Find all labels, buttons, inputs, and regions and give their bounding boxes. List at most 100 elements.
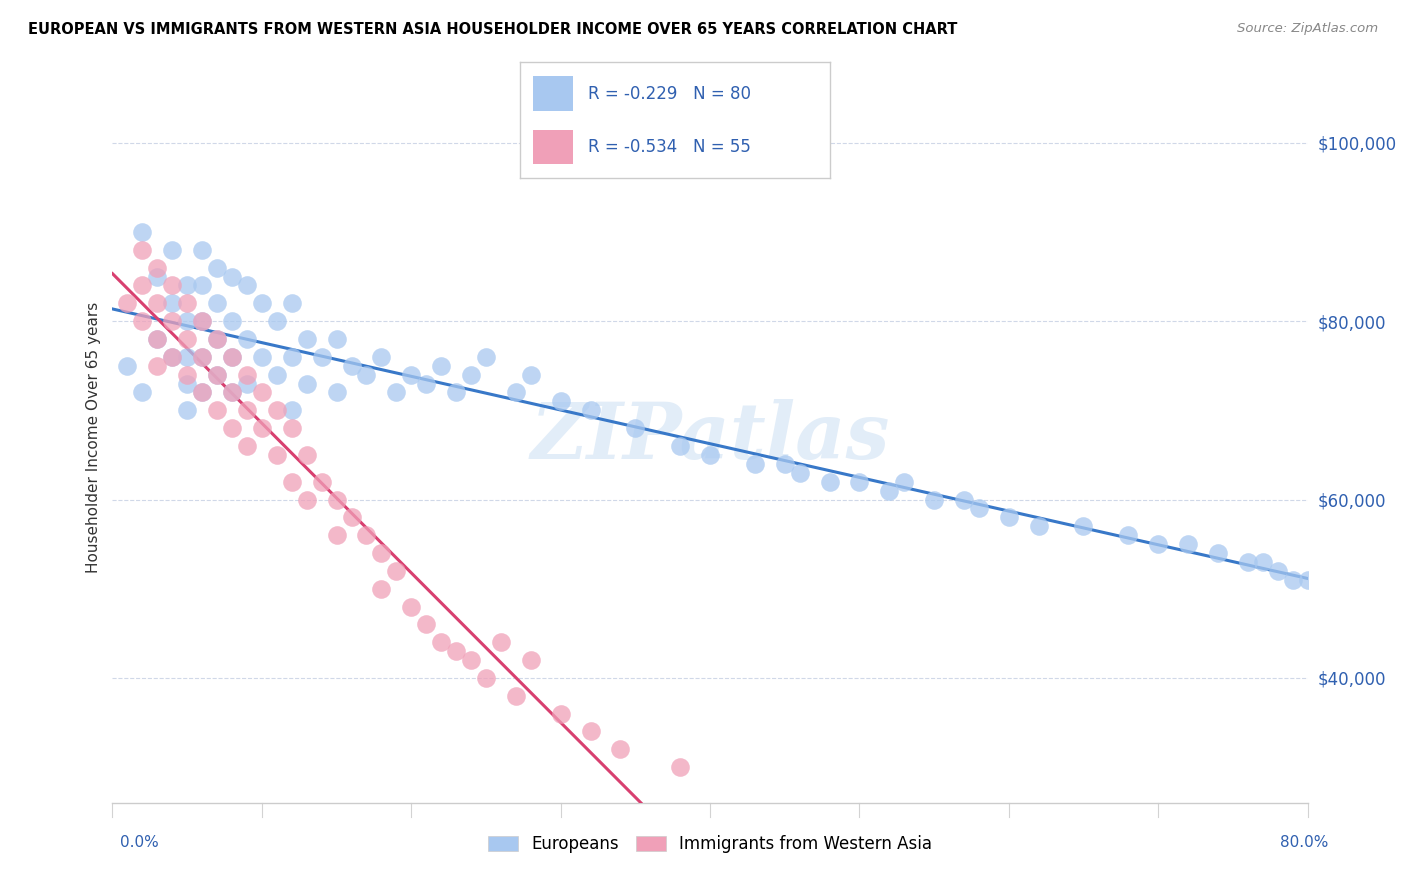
Point [789,466,811,480]
Point [998,510,1021,524]
Point [221,421,243,435]
Text: R = -0.229   N = 80: R = -0.229 N = 80 [588,85,751,103]
Point [236,439,259,453]
Point [1177,537,1199,551]
Point [1206,546,1229,560]
Point [295,332,318,346]
Point [430,635,453,649]
Point [221,314,243,328]
Point [893,475,915,489]
Point [1267,564,1289,578]
Point [669,760,692,774]
Point [176,314,198,328]
Point [236,368,259,382]
Point [191,385,214,400]
Point [444,385,467,400]
Point [191,350,214,364]
Point [444,644,467,658]
Point [385,385,408,400]
Point [250,385,273,400]
Point [401,368,423,382]
Point [669,439,692,453]
Point [236,278,259,293]
Legend: Europeans, Immigrants from Western Asia: Europeans, Immigrants from Western Asia [488,835,932,853]
Point [236,376,259,391]
Point [773,457,796,471]
Point [176,350,198,364]
Point [281,350,304,364]
Point [460,368,482,382]
Point [489,635,512,649]
Point [266,448,288,462]
Point [205,332,228,346]
Point [325,492,347,507]
Point [1251,555,1274,569]
Point [191,314,214,328]
Point [117,296,139,310]
Point [401,599,423,614]
Point [1073,519,1095,533]
Point [162,243,183,257]
Point [520,653,543,667]
Point [162,350,183,364]
Point [146,332,169,346]
Point [505,385,527,400]
Point [191,385,214,400]
Point [415,376,437,391]
Point [176,332,198,346]
Point [236,332,259,346]
Point [475,350,498,364]
Point [295,492,318,507]
Point [550,706,572,721]
Point [460,653,482,667]
Point [250,350,273,364]
Point [281,475,304,489]
Point [162,314,183,328]
Point [385,564,408,578]
Point [744,457,766,471]
Point [818,475,841,489]
Point [967,501,990,516]
Point [848,475,870,489]
Point [624,421,647,435]
Point [1147,537,1170,551]
Point [340,510,363,524]
Point [236,403,259,417]
Point [131,278,153,293]
Point [146,269,169,284]
Point [131,385,153,400]
Point [325,332,347,346]
Point [505,689,527,703]
Text: R = -0.534   N = 55: R = -0.534 N = 55 [588,138,751,156]
Point [146,359,169,373]
Point [311,350,333,364]
Text: 0.0%: 0.0% [120,836,159,850]
Point [340,359,363,373]
Point [191,350,214,364]
Point [550,394,572,409]
Point [191,314,214,328]
Point [205,332,228,346]
Text: Source: ZipAtlas.com: Source: ZipAtlas.com [1237,22,1378,36]
Bar [533,129,572,164]
Point [579,403,602,417]
Point [370,582,392,596]
Point [191,243,214,257]
Point [295,448,318,462]
Point [146,296,169,310]
Point [266,368,288,382]
Point [205,403,228,417]
Point [1237,555,1260,569]
Point [162,296,183,310]
Point [205,260,228,275]
Point [1118,528,1140,542]
Point [520,368,543,382]
Point [295,376,318,391]
Point [1281,573,1303,587]
Point [176,278,198,293]
Point [221,269,243,284]
Point [311,475,333,489]
Point [699,448,721,462]
Point [475,671,498,685]
Point [879,483,901,498]
